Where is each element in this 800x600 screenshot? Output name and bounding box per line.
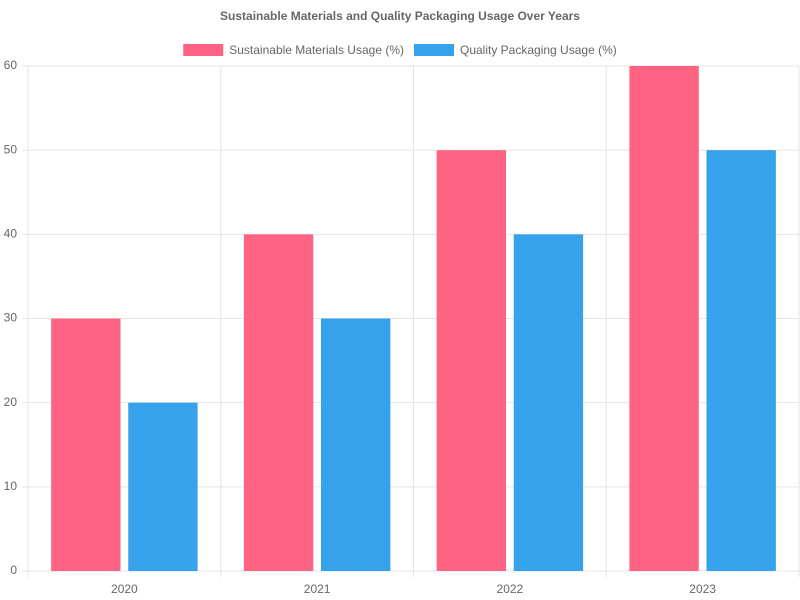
legend: Sustainable Materials Usage (%) Quality P… xyxy=(183,43,617,57)
x-tick-label: 2021 xyxy=(304,582,331,596)
y-tick-label: 30 xyxy=(4,311,18,325)
bar xyxy=(51,318,121,571)
x-tick-label: 2023 xyxy=(689,582,716,596)
bar xyxy=(436,150,507,571)
y-tick-label: 20 xyxy=(4,395,18,409)
legend-swatch xyxy=(414,44,454,56)
y-tick-label: 40 xyxy=(4,227,18,241)
bar xyxy=(513,234,584,572)
x-tick-label: 2022 xyxy=(497,582,524,596)
legend-label: Quality Packaging Usage (%) xyxy=(460,43,617,57)
bar xyxy=(320,318,391,571)
y-tick-label: 60 xyxy=(4,58,18,72)
bar xyxy=(629,66,699,571)
chart-title: Sustainable Materials and Quality Packag… xyxy=(220,9,580,23)
legend-label: Sustainable Materials Usage (%) xyxy=(229,43,404,57)
y-tick-label: 0 xyxy=(10,563,17,577)
x-tick-label: 2020 xyxy=(111,582,138,596)
bar xyxy=(706,150,776,571)
bar xyxy=(128,402,198,571)
y-tick-label: 50 xyxy=(4,142,18,156)
legend-swatch xyxy=(183,44,224,56)
bar xyxy=(243,234,314,572)
y-tick-label: 10 xyxy=(4,479,18,493)
